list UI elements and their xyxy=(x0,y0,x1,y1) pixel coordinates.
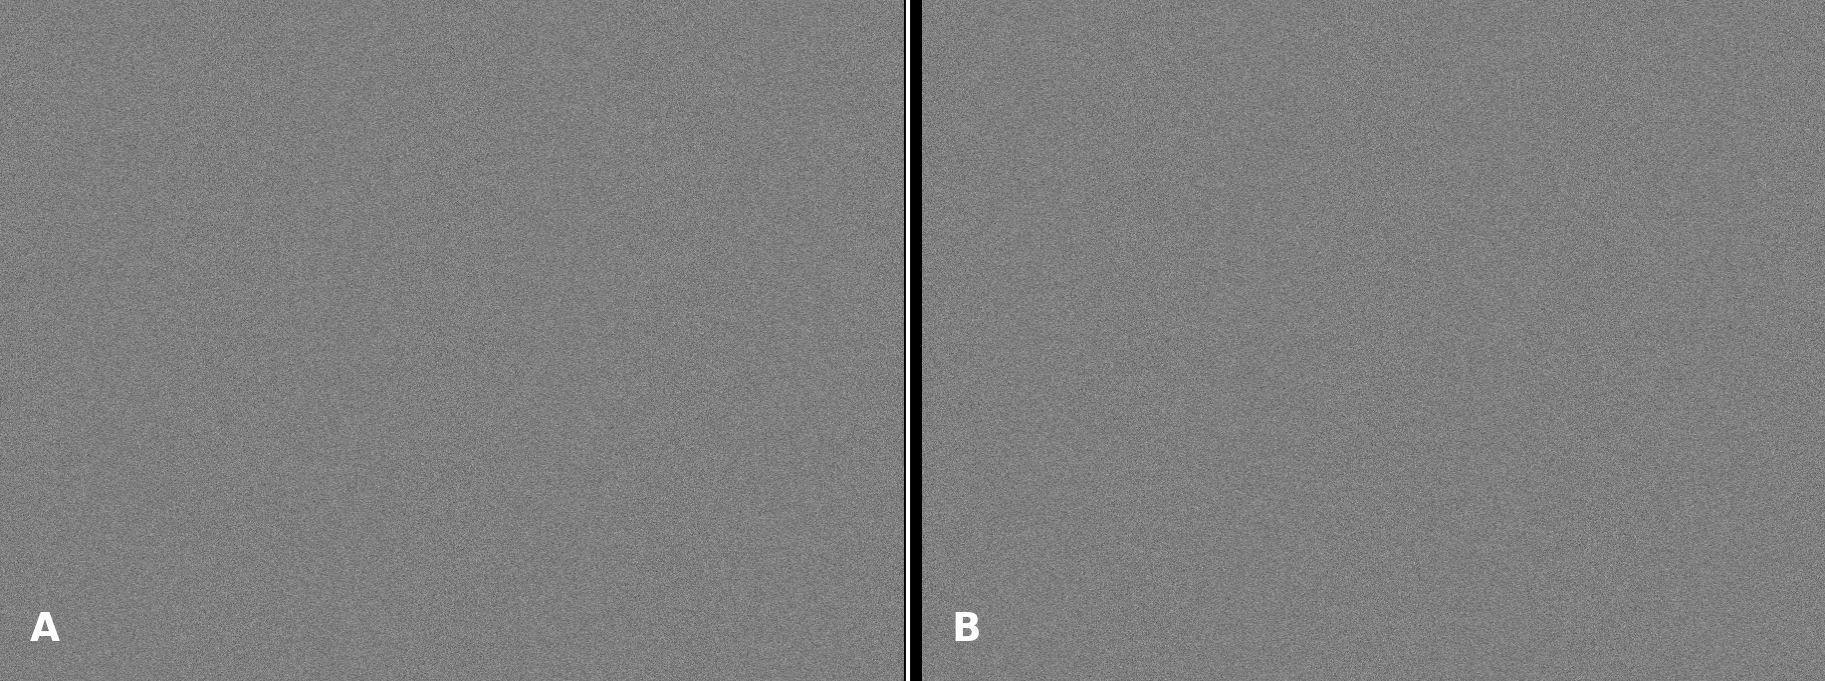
Text: A: A xyxy=(29,611,60,649)
Text: B: B xyxy=(953,611,982,649)
